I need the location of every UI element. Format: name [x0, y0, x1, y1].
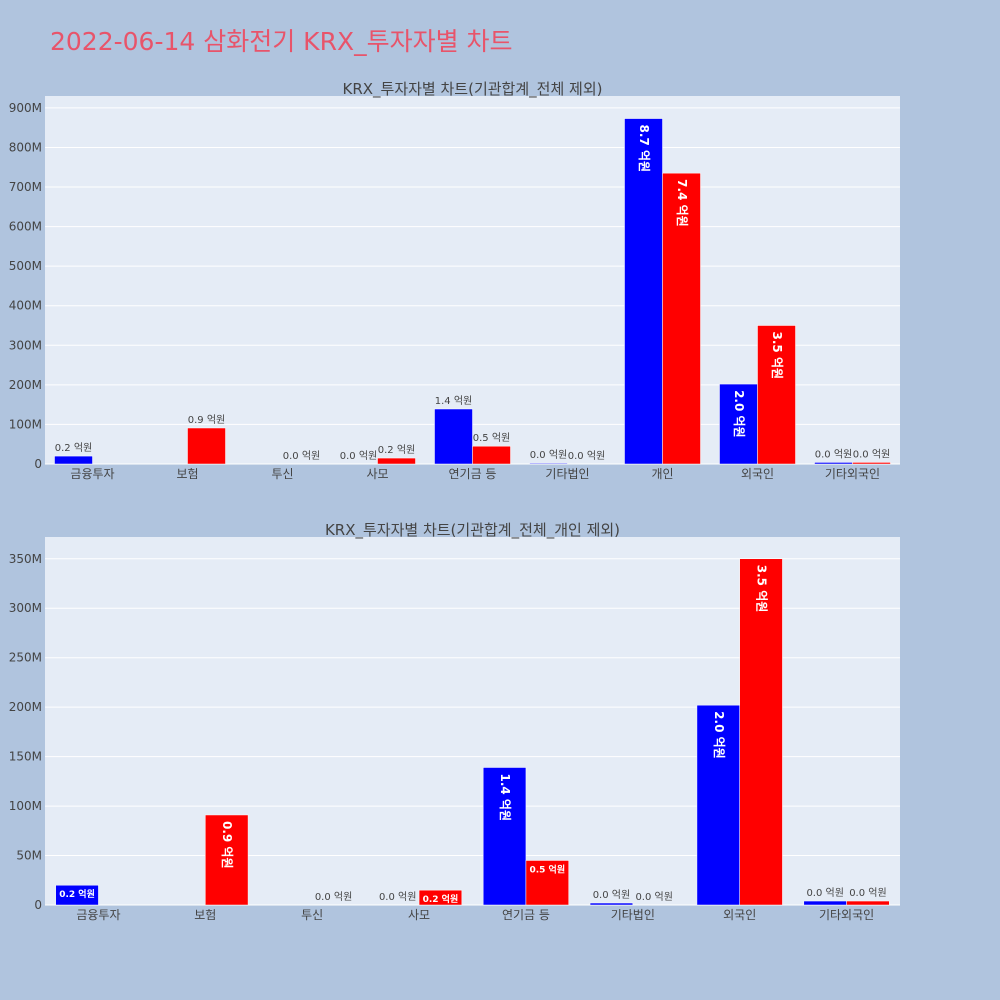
- bar: [377, 457, 416, 465]
- y-tick-label: 0: [34, 898, 42, 912]
- x-tick-label: 외국인: [723, 908, 756, 922]
- data-label: 0.0 억원: [283, 450, 320, 462]
- bar: [529, 462, 568, 465]
- y-tick-label: 400M: [9, 299, 42, 313]
- y-tick-label: 250M: [9, 651, 42, 665]
- y-tick-label: 300M: [9, 601, 42, 615]
- data-label: 0.0 억원: [635, 891, 672, 903]
- x-tick-label: 금융투자: [76, 908, 120, 922]
- bar: [55, 884, 99, 906]
- data-label: 8.7 억원: [637, 125, 651, 173]
- y-tick-label: 100M: [9, 417, 42, 431]
- bar: [852, 462, 891, 465]
- data-label: 2.0 억원: [712, 711, 726, 759]
- bar: [814, 462, 853, 465]
- data-label: 2.0 억원: [732, 390, 746, 438]
- data-label: 0.0 억원: [340, 450, 377, 462]
- data-label: 0.2 억원: [59, 888, 95, 900]
- data-label: 0.9 억원: [188, 414, 225, 426]
- y-tick-label: 500M: [9, 259, 42, 273]
- data-label: 0.0 억원: [593, 889, 630, 901]
- bar: [719, 383, 758, 465]
- x-tick-label: 기타외국인: [825, 467, 880, 481]
- data-label: 0.0 억원: [568, 450, 605, 462]
- bar: [662, 172, 701, 465]
- data-label: 0.0 억원: [315, 891, 352, 903]
- bar: [525, 860, 569, 906]
- bar: [803, 900, 847, 906]
- bar: [739, 558, 783, 906]
- bar: [434, 408, 473, 465]
- data-label: 7.4 억원: [675, 179, 689, 227]
- bar: [418, 889, 463, 906]
- chart-title: KRX_투자자별 차트(기관합계_전체 제외): [343, 80, 603, 99]
- y-tick-label: 0: [34, 457, 42, 471]
- data-label: 0.0 억원: [849, 887, 886, 899]
- x-tick-label: 투신: [271, 467, 293, 481]
- bar: [757, 325, 796, 465]
- bar: [624, 118, 663, 465]
- x-tick-label: 사모: [408, 908, 430, 922]
- x-tick-label: 외국인: [741, 467, 774, 481]
- y-tick-label: 150M: [9, 750, 42, 764]
- x-tick-label: 보험: [176, 467, 198, 481]
- y-tick-label: 700M: [9, 180, 42, 194]
- y-tick-label: 350M: [9, 552, 42, 566]
- bar: [846, 900, 890, 906]
- data-label: 3.5 억원: [755, 565, 769, 613]
- y-tick-label: 200M: [9, 378, 42, 392]
- bar: [54, 455, 93, 465]
- x-tick-label: 금융투자: [70, 467, 114, 481]
- x-tick-label: 투신: [301, 908, 323, 922]
- y-tick-label: 50M: [16, 849, 42, 863]
- x-tick-label: 기타법인: [611, 908, 655, 922]
- x-tick-label: 개인: [651, 467, 673, 481]
- bar: [482, 767, 527, 906]
- data-label: 0.2 억원: [378, 444, 415, 456]
- bar: [205, 814, 249, 906]
- data-label: 0.9 억원: [220, 821, 234, 869]
- y-tick-label: 200M: [9, 700, 42, 714]
- bar: [187, 427, 226, 465]
- data-label: 0.0 억원: [806, 887, 843, 899]
- x-tick-label: 기타법인: [545, 467, 589, 481]
- y-tick-label: 100M: [9, 799, 42, 813]
- data-label: 0.2 억원: [423, 893, 459, 905]
- chart-title: KRX_투자자별 차트(기관합계_전체_개인 제외): [325, 521, 620, 540]
- data-label: 0.0 억원: [853, 448, 890, 460]
- data-label: 1.4 억원: [498, 773, 512, 821]
- data-label: 0.0 억원: [815, 448, 852, 460]
- bar: [472, 445, 511, 465]
- page-title: 2022-06-14 삼화전기 KRX_투자자별 차트: [50, 27, 513, 56]
- data-label: 0.2 억원: [55, 442, 92, 454]
- x-tick-label: 연기금 등: [502, 908, 550, 922]
- x-tick-label: 사모: [366, 467, 388, 481]
- data-label: 0.0 억원: [379, 891, 416, 903]
- data-label: 0.5 억원: [473, 432, 510, 444]
- x-tick-label: 보험: [194, 908, 216, 922]
- data-label: 3.5 억원: [770, 332, 784, 380]
- bar: [696, 704, 740, 906]
- x-tick-label: 연기금 등: [449, 467, 497, 481]
- bar-chart-bottom: KRX_투자자별 차트(기관합계_전체_개인 제외) 0 50M 100M 150M 20…: [9, 521, 900, 922]
- x-tick-label: 기타외국인: [819, 908, 874, 922]
- y-tick-label: 800M: [9, 140, 42, 154]
- y-tick-label: 600M: [9, 220, 42, 234]
- data-label: 1.4 억원: [435, 395, 472, 407]
- bar: [589, 902, 634, 906]
- y-tick-label: 300M: [9, 338, 42, 352]
- bar-chart-top: KRX_투자자별 차트(기관합계_전체 제외) 0 100M 200M 300M 400M…: [9, 80, 900, 481]
- data-label: 0.0 억원: [530, 449, 567, 461]
- data-label: 0.5 억원: [529, 863, 565, 875]
- y-tick-label: 900M: [9, 101, 42, 115]
